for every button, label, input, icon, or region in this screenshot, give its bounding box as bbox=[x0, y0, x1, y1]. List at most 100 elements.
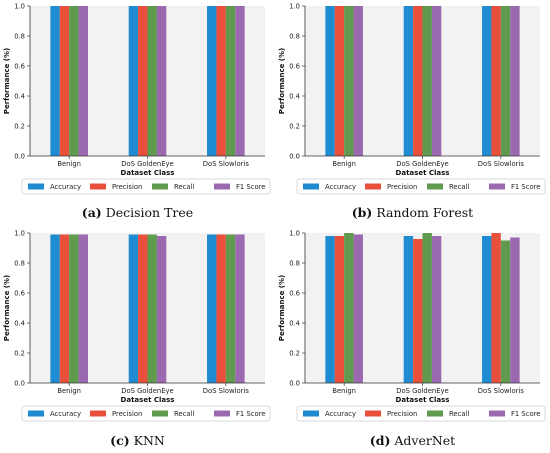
bar bbox=[235, 6, 245, 156]
bar bbox=[59, 6, 70, 156]
legend-label: Precision bbox=[112, 410, 142, 418]
y-tick-label: 1.0 bbox=[14, 229, 25, 237]
y-tick-label: 0.0 bbox=[289, 152, 300, 160]
legend-label: Recall bbox=[449, 183, 469, 191]
bar bbox=[334, 6, 345, 156]
bar bbox=[491, 233, 501, 383]
legend-swatch bbox=[489, 183, 505, 190]
bar bbox=[334, 236, 345, 383]
y-tick-label: 1.0 bbox=[14, 2, 25, 10]
bar bbox=[422, 233, 432, 383]
bar bbox=[78, 234, 88, 383]
bar-chart: 0.0 0.2 0.4 0.6 0.8 1.0 Benign DoS GoldenEye DoS… bbox=[278, 229, 546, 422]
bar bbox=[147, 6, 157, 156]
bar bbox=[128, 6, 139, 156]
y-tick-label: 1.0 bbox=[289, 229, 300, 237]
y-axis-label: Performance (%) bbox=[278, 275, 286, 341]
bar bbox=[482, 236, 492, 383]
bar bbox=[510, 237, 520, 383]
chart-panel-advernet: 0.0 0.2 0.4 0.6 0.8 1.0 Benign DoS GoldenEye DoS… bbox=[275, 227, 550, 453]
y-tick-label: 0.0 bbox=[289, 379, 300, 387]
x-tick-label: DoS GoldenEye bbox=[121, 387, 173, 395]
y-tick-label: 0.2 bbox=[289, 122, 300, 130]
caption-text: Random Forest bbox=[376, 205, 474, 220]
legend-box bbox=[296, 405, 546, 422]
bar bbox=[510, 6, 520, 156]
bar bbox=[147, 234, 157, 383]
y-tick-label: 0.6 bbox=[289, 62, 300, 70]
y-tick-label: 0.2 bbox=[14, 349, 25, 357]
y-tick-label: 0.4 bbox=[289, 92, 300, 100]
y-tick-label: 0.0 bbox=[14, 379, 25, 387]
x-tick-label: Benign bbox=[332, 387, 356, 395]
y-tick-label: 0.4 bbox=[289, 319, 300, 327]
legend-swatch bbox=[365, 410, 381, 417]
bar bbox=[353, 234, 363, 383]
chart-panel-random-forest: 0.0 0.2 0.4 0.6 0.8 1.0 Benign DoS GoldenEye DoS… bbox=[275, 0, 550, 226]
x-axis-label: Dataset Class bbox=[121, 396, 175, 404]
chart-caption: (c) KNN bbox=[0, 433, 275, 448]
bar bbox=[403, 236, 414, 383]
bar bbox=[50, 234, 60, 383]
bar bbox=[422, 6, 432, 156]
x-axis-label: Dataset Class bbox=[396, 169, 450, 177]
bar bbox=[353, 6, 363, 156]
chart-caption: (d) AdverNet bbox=[275, 433, 550, 448]
legend-label: Accuracy bbox=[50, 410, 81, 418]
bar bbox=[138, 234, 148, 383]
y-axis-label: Performance (%) bbox=[3, 48, 11, 114]
bar-chart: 0.0 0.2 0.4 0.6 0.8 1.0 Benign DoS GoldenEye DoS… bbox=[3, 2, 271, 195]
caption-tag: (b) bbox=[351, 205, 373, 220]
legend-label: Recall bbox=[174, 410, 194, 418]
bar bbox=[156, 6, 167, 156]
legend-box bbox=[21, 178, 271, 195]
bar bbox=[482, 6, 492, 156]
x-axis-label: Dataset Class bbox=[121, 169, 175, 177]
legend-label: F1 Score bbox=[511, 410, 540, 418]
bar bbox=[216, 6, 226, 156]
bar bbox=[325, 6, 335, 156]
x-tick-label: DoS Slowloris bbox=[203, 387, 250, 395]
legend-label: Recall bbox=[449, 410, 469, 418]
legend-label: F1 Score bbox=[236, 410, 265, 418]
caption-text: KNN bbox=[133, 433, 165, 448]
bar bbox=[413, 239, 423, 383]
y-tick-label: 0.8 bbox=[289, 259, 300, 267]
legend-swatch bbox=[152, 410, 168, 417]
bar-chart: 0.0 0.2 0.4 0.6 0.8 1.0 Benign DoS GoldenEye DoS… bbox=[278, 2, 546, 195]
bar bbox=[216, 234, 226, 383]
legend-label: Precision bbox=[387, 183, 417, 191]
y-tick-label: 0.8 bbox=[289, 32, 300, 40]
bar bbox=[491, 6, 501, 156]
bar bbox=[403, 6, 414, 156]
caption-tag: (d) bbox=[369, 433, 391, 448]
bar bbox=[207, 6, 217, 156]
x-tick-label: DoS Slowloris bbox=[478, 160, 525, 168]
legend-swatch bbox=[90, 410, 106, 417]
caption-tag: (a) bbox=[81, 205, 102, 220]
legend-label: Precision bbox=[387, 410, 417, 418]
chart-panel-knn: 0.0 0.2 0.4 0.6 0.8 1.0 Benign DoS GoldenEye DoS… bbox=[0, 227, 275, 453]
x-tick-label: DoS GoldenEye bbox=[396, 387, 448, 395]
y-tick-label: 0.6 bbox=[14, 62, 25, 70]
x-axis-label: Dataset Class bbox=[396, 396, 450, 404]
legend-swatch bbox=[28, 410, 44, 417]
y-tick-label: 0.4 bbox=[14, 319, 25, 327]
legend-swatch bbox=[303, 410, 319, 417]
bar bbox=[500, 6, 511, 156]
x-tick-label: DoS Slowloris bbox=[203, 160, 250, 168]
chart-panel-decision-tree: 0.0 0.2 0.4 0.6 0.8 1.0 Benign DoS GoldenEye DoS… bbox=[0, 0, 275, 226]
caption-text: Decision Tree bbox=[105, 205, 194, 220]
bar bbox=[344, 6, 354, 156]
legend-label: F1 Score bbox=[511, 183, 540, 191]
bar bbox=[413, 6, 423, 156]
y-tick-label: 0.4 bbox=[14, 92, 25, 100]
legend-label: Accuracy bbox=[50, 183, 81, 191]
y-axis-label: Performance (%) bbox=[3, 275, 11, 341]
x-tick-label: DoS GoldenEye bbox=[121, 160, 173, 168]
legend-label: Precision bbox=[112, 183, 142, 191]
legend-label: Accuracy bbox=[325, 183, 356, 191]
y-tick-label: 0.2 bbox=[289, 349, 300, 357]
bar bbox=[225, 6, 236, 156]
legend-swatch bbox=[214, 410, 230, 417]
